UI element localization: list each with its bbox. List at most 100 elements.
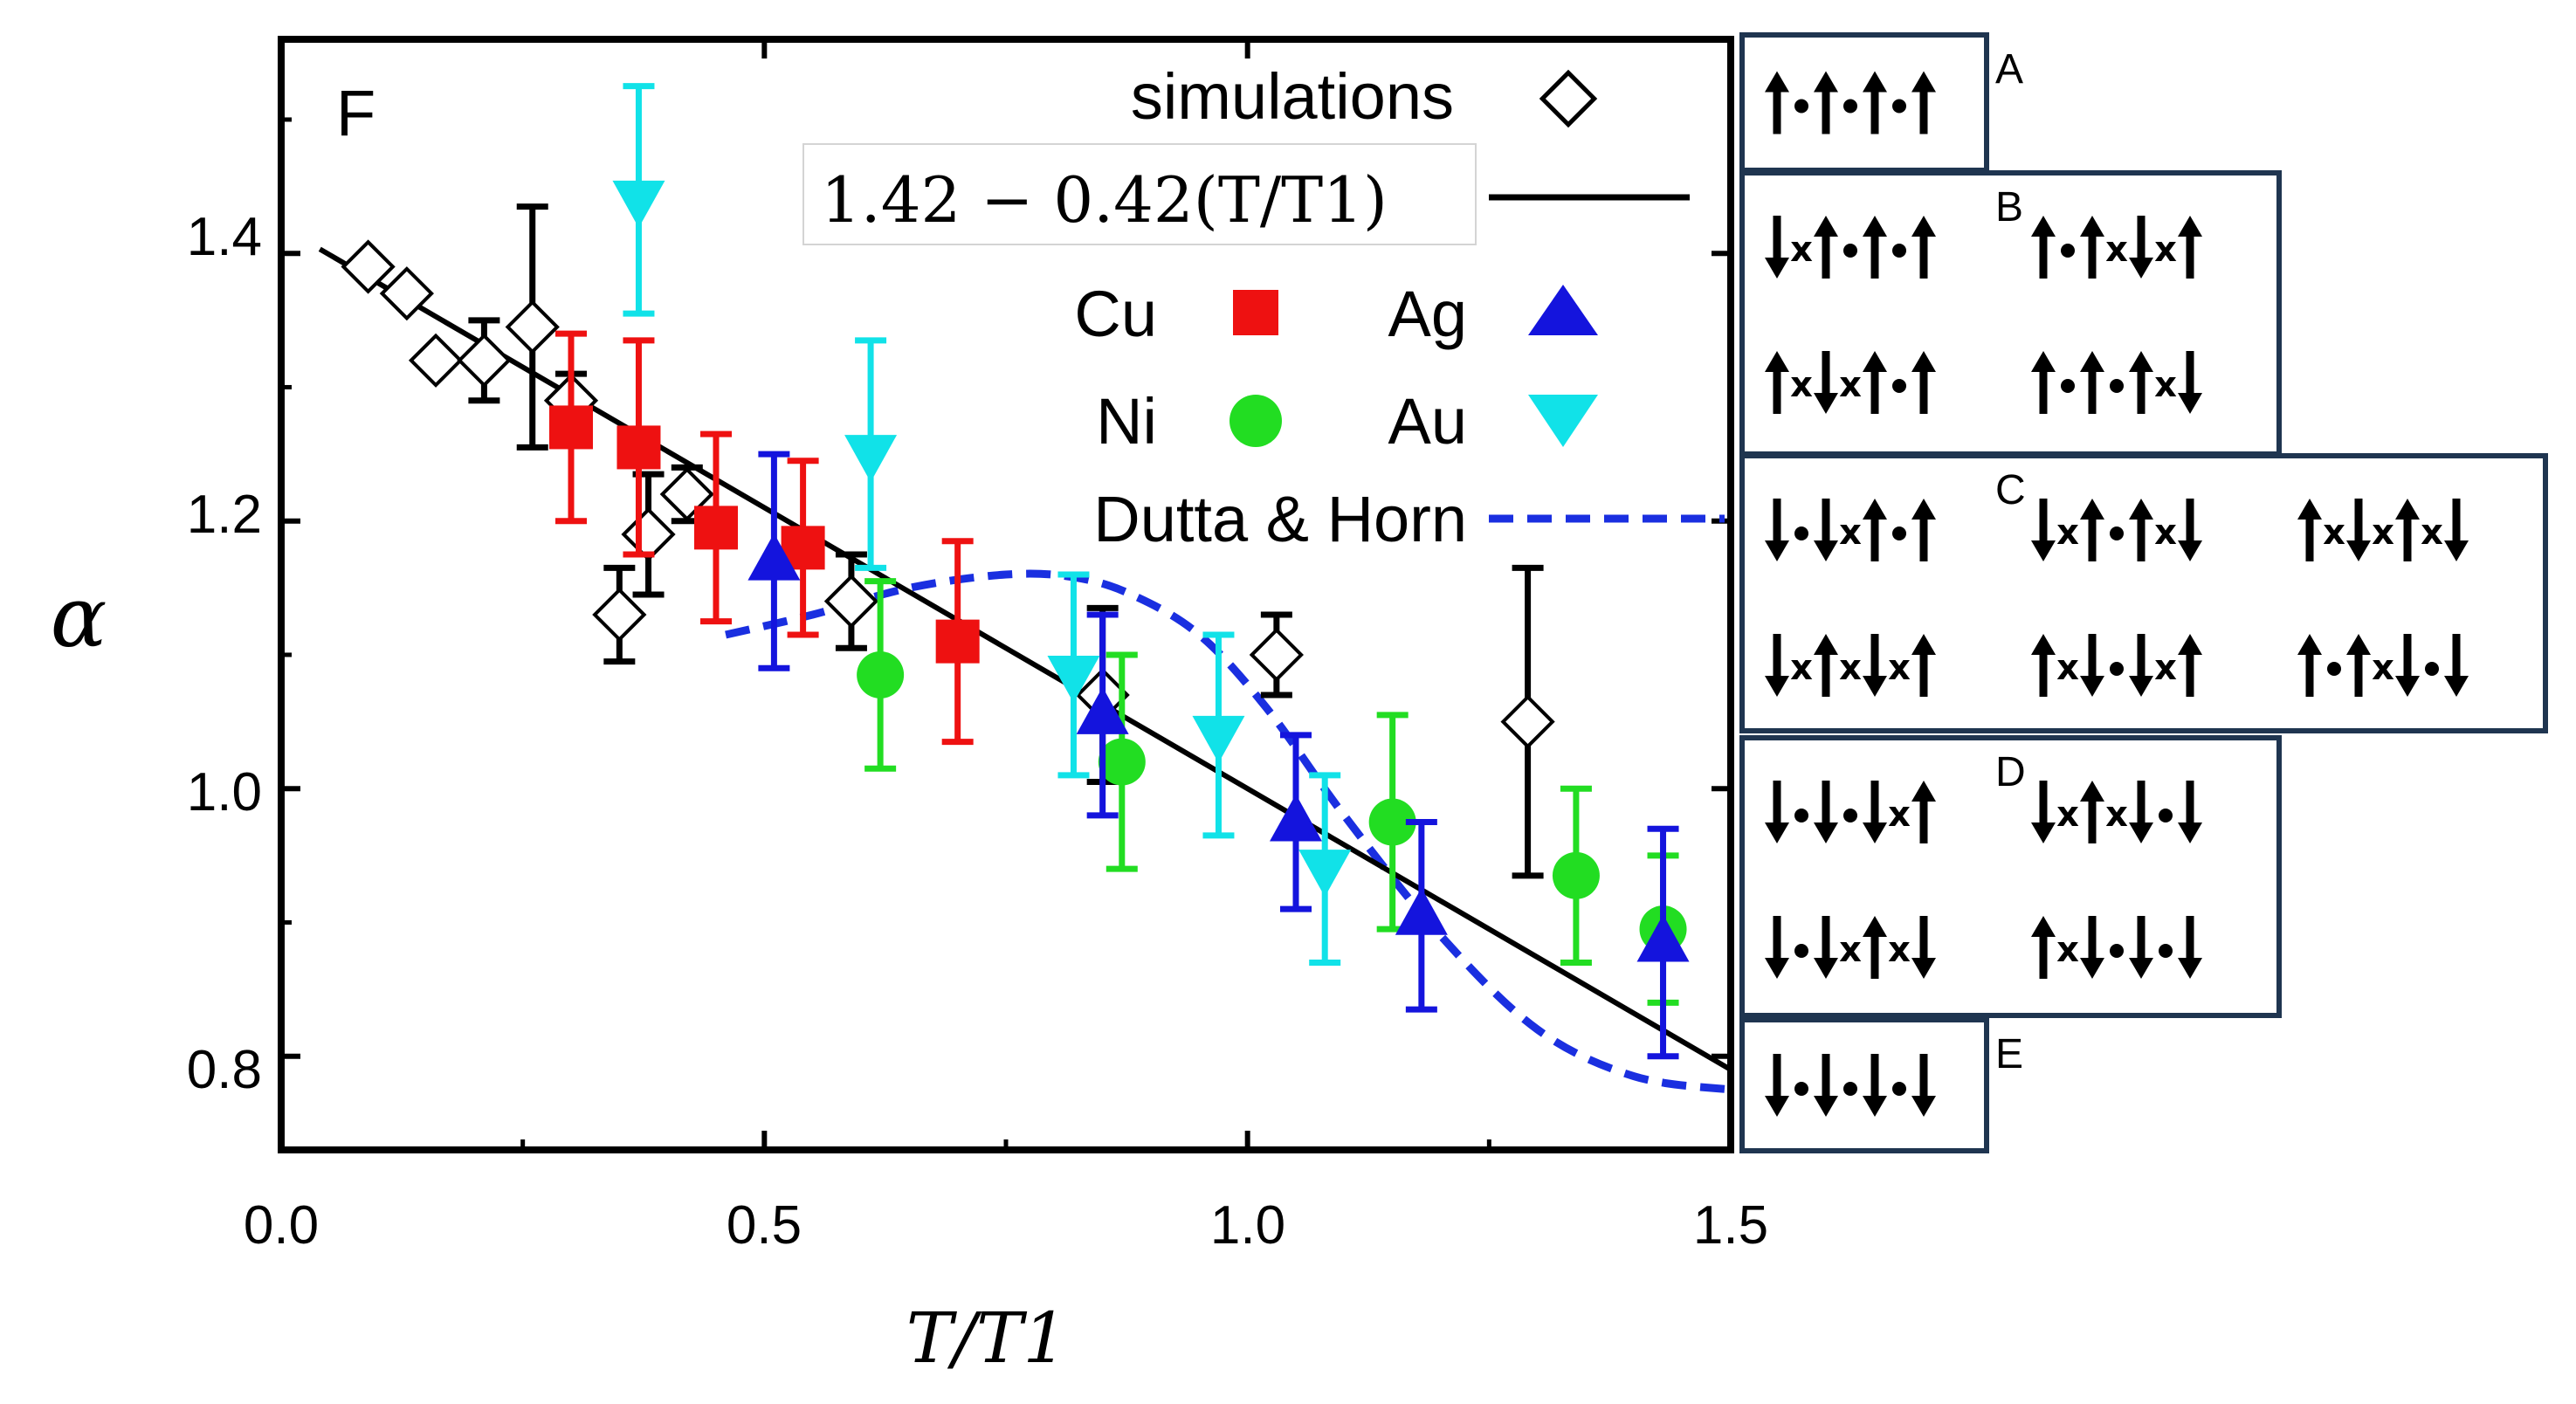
- cross-symbol: x: [2421, 513, 2443, 553]
- cu-point: [935, 619, 980, 664]
- cross-symbol: x: [2154, 648, 2177, 688]
- spin-down-arrowhead: [2080, 958, 2104, 979]
- vacancy-dot: [2159, 944, 2173, 958]
- spin-down-arrowhead: [2129, 676, 2153, 697]
- cross-symbol: x: [2372, 513, 2394, 553]
- fit-line-layer: [318, 246, 1732, 1072]
- spin-up-arrowhead: [1911, 351, 1936, 372]
- vacancy-dot: [2110, 526, 2124, 540]
- spin-down-arrowhead: [2080, 676, 2104, 697]
- spin-down-arrowhead: [1814, 958, 1838, 979]
- spin-up-arrowhead: [1863, 216, 1887, 237]
- panel-b: Bxx xx xx: [1739, 170, 2282, 457]
- spin-up-arrowhead: [1814, 216, 1838, 237]
- vacancy-dot: [1892, 99, 1906, 114]
- vacancy-dot: [1892, 526, 1906, 540]
- x-tick-label: 1.0: [1210, 1195, 1285, 1256]
- spin-up-arrowhead: [2080, 499, 2104, 520]
- ni-point: [1368, 798, 1416, 846]
- vacancy-dot: [1892, 379, 1906, 393]
- ag-point: [1636, 914, 1690, 962]
- spin-up-arrowhead: [1911, 71, 1936, 93]
- simulations-point: [823, 574, 879, 629]
- spin-up-arrowhead: [2178, 216, 2202, 237]
- spin-down-arrowhead: [2444, 540, 2469, 561]
- spin-down-arrowhead: [2178, 822, 2202, 843]
- dutta-horn-layer: [725, 569, 1732, 1094]
- x-tick-labels: 0.0 0.5 1.0 1.5: [244, 1195, 1768, 1256]
- x-tick-label: 0.0: [244, 1195, 319, 1256]
- cross-symbol: x: [2154, 230, 2177, 270]
- spin-up-arrowhead: [2080, 351, 2104, 372]
- spin-down-arrowhead: [1765, 958, 1789, 979]
- y-tick-label: 1.4: [187, 207, 262, 267]
- spin-down-arrowhead: [1765, 1096, 1789, 1117]
- spin-up-arrowhead: [1863, 916, 1887, 937]
- x-axis-label: T/T1: [906, 1297, 1068, 1379]
- cross-symbol: x: [2372, 648, 2394, 688]
- panel-c: Cxx x xx xx xx x xx: [1739, 453, 2548, 733]
- legend-label-ag: Ag: [1388, 278, 1467, 350]
- panel-a: A: [1739, 32, 2023, 173]
- simulations-point: [379, 266, 434, 321]
- spin-down-arrowhead: [1814, 822, 1838, 843]
- au-point: [1047, 655, 1100, 703]
- x-tick-label: 1.5: [1693, 1195, 1768, 1256]
- cross-symbol: x: [2154, 365, 2177, 405]
- panel-box: [1739, 32, 1989, 173]
- spin-up-arrowhead: [2080, 781, 2104, 802]
- legend-label-cu: Cu: [1074, 278, 1157, 350]
- y-axis-label: α: [51, 568, 107, 666]
- cross-symbol: x: [1888, 648, 1911, 688]
- spin-down-arrowhead: [1911, 1096, 1936, 1117]
- cross-symbol: x: [1839, 930, 1862, 970]
- spin-up-arrowhead: [1863, 499, 1887, 520]
- spin-down-arrowhead: [2129, 822, 2153, 843]
- vacancy-dot: [1794, 1082, 1808, 1096]
- ag-point: [747, 533, 801, 581]
- spin-up-arrowhead: [2297, 634, 2322, 655]
- spin-down-arrowhead: [1765, 540, 1789, 561]
- plot-frame: [278, 36, 1734, 1153]
- spin-up-arrowhead: [2178, 634, 2202, 655]
- vacancy-dot: [1843, 99, 1857, 114]
- spin-down-arrowhead: [2178, 958, 2202, 979]
- legend-label-fit: 1.42 − 0.42(T/T1): [821, 163, 1388, 237]
- spin-down-arrowhead: [2346, 540, 2371, 561]
- simulations-point: [408, 333, 464, 388]
- vacancy-dot: [1843, 1082, 1857, 1096]
- y-tick-label: 1.2: [187, 485, 262, 545]
- legend-marker-ni: [1229, 395, 1282, 447]
- x-tick-label: 0.5: [727, 1195, 802, 1256]
- au-point: [612, 180, 665, 228]
- cross-symbol: x: [2056, 930, 2079, 970]
- vacancy-dot: [1794, 526, 1808, 540]
- panel-tag: A: [1995, 46, 2023, 93]
- spin-up-arrowhead: [2031, 216, 2056, 237]
- ag-point: [1270, 794, 1322, 842]
- y-tick-labels: 0.8 1.0 1.2 1.4: [187, 207, 262, 1100]
- cross-symbol: x: [1839, 648, 1862, 688]
- spin-up-arrowhead: [2297, 499, 2322, 520]
- y-tick-label: 0.8: [187, 1040, 262, 1100]
- spin-down-arrowhead: [2031, 540, 2056, 561]
- cu-point: [616, 425, 661, 470]
- spin-up-arrowhead: [1814, 634, 1838, 655]
- vacancy-dot: [1892, 244, 1906, 258]
- vacancy-dot: [2110, 662, 2124, 676]
- spin-down-arrowhead: [2031, 822, 2056, 843]
- spin-up-arrowhead: [2031, 351, 2056, 372]
- cross-symbol: x: [2056, 795, 2079, 835]
- cross-symbol: x: [1888, 795, 1911, 835]
- spin-up-arrowhead: [2031, 634, 2056, 655]
- ni-point: [1098, 738, 1146, 786]
- cross-symbol: x: [1839, 513, 1862, 553]
- dutta-horn-curve: [725, 569, 1732, 1094]
- spin-up-arrowhead: [1765, 71, 1789, 93]
- vacancy-dot: [2061, 379, 2075, 393]
- ag-point: [1395, 887, 1448, 935]
- cross-symbol: x: [1790, 648, 1813, 688]
- ni-point: [1552, 851, 1600, 899]
- spin-down-arrowhead: [1814, 393, 1838, 414]
- legend-label-ni: Ni: [1096, 385, 1157, 458]
